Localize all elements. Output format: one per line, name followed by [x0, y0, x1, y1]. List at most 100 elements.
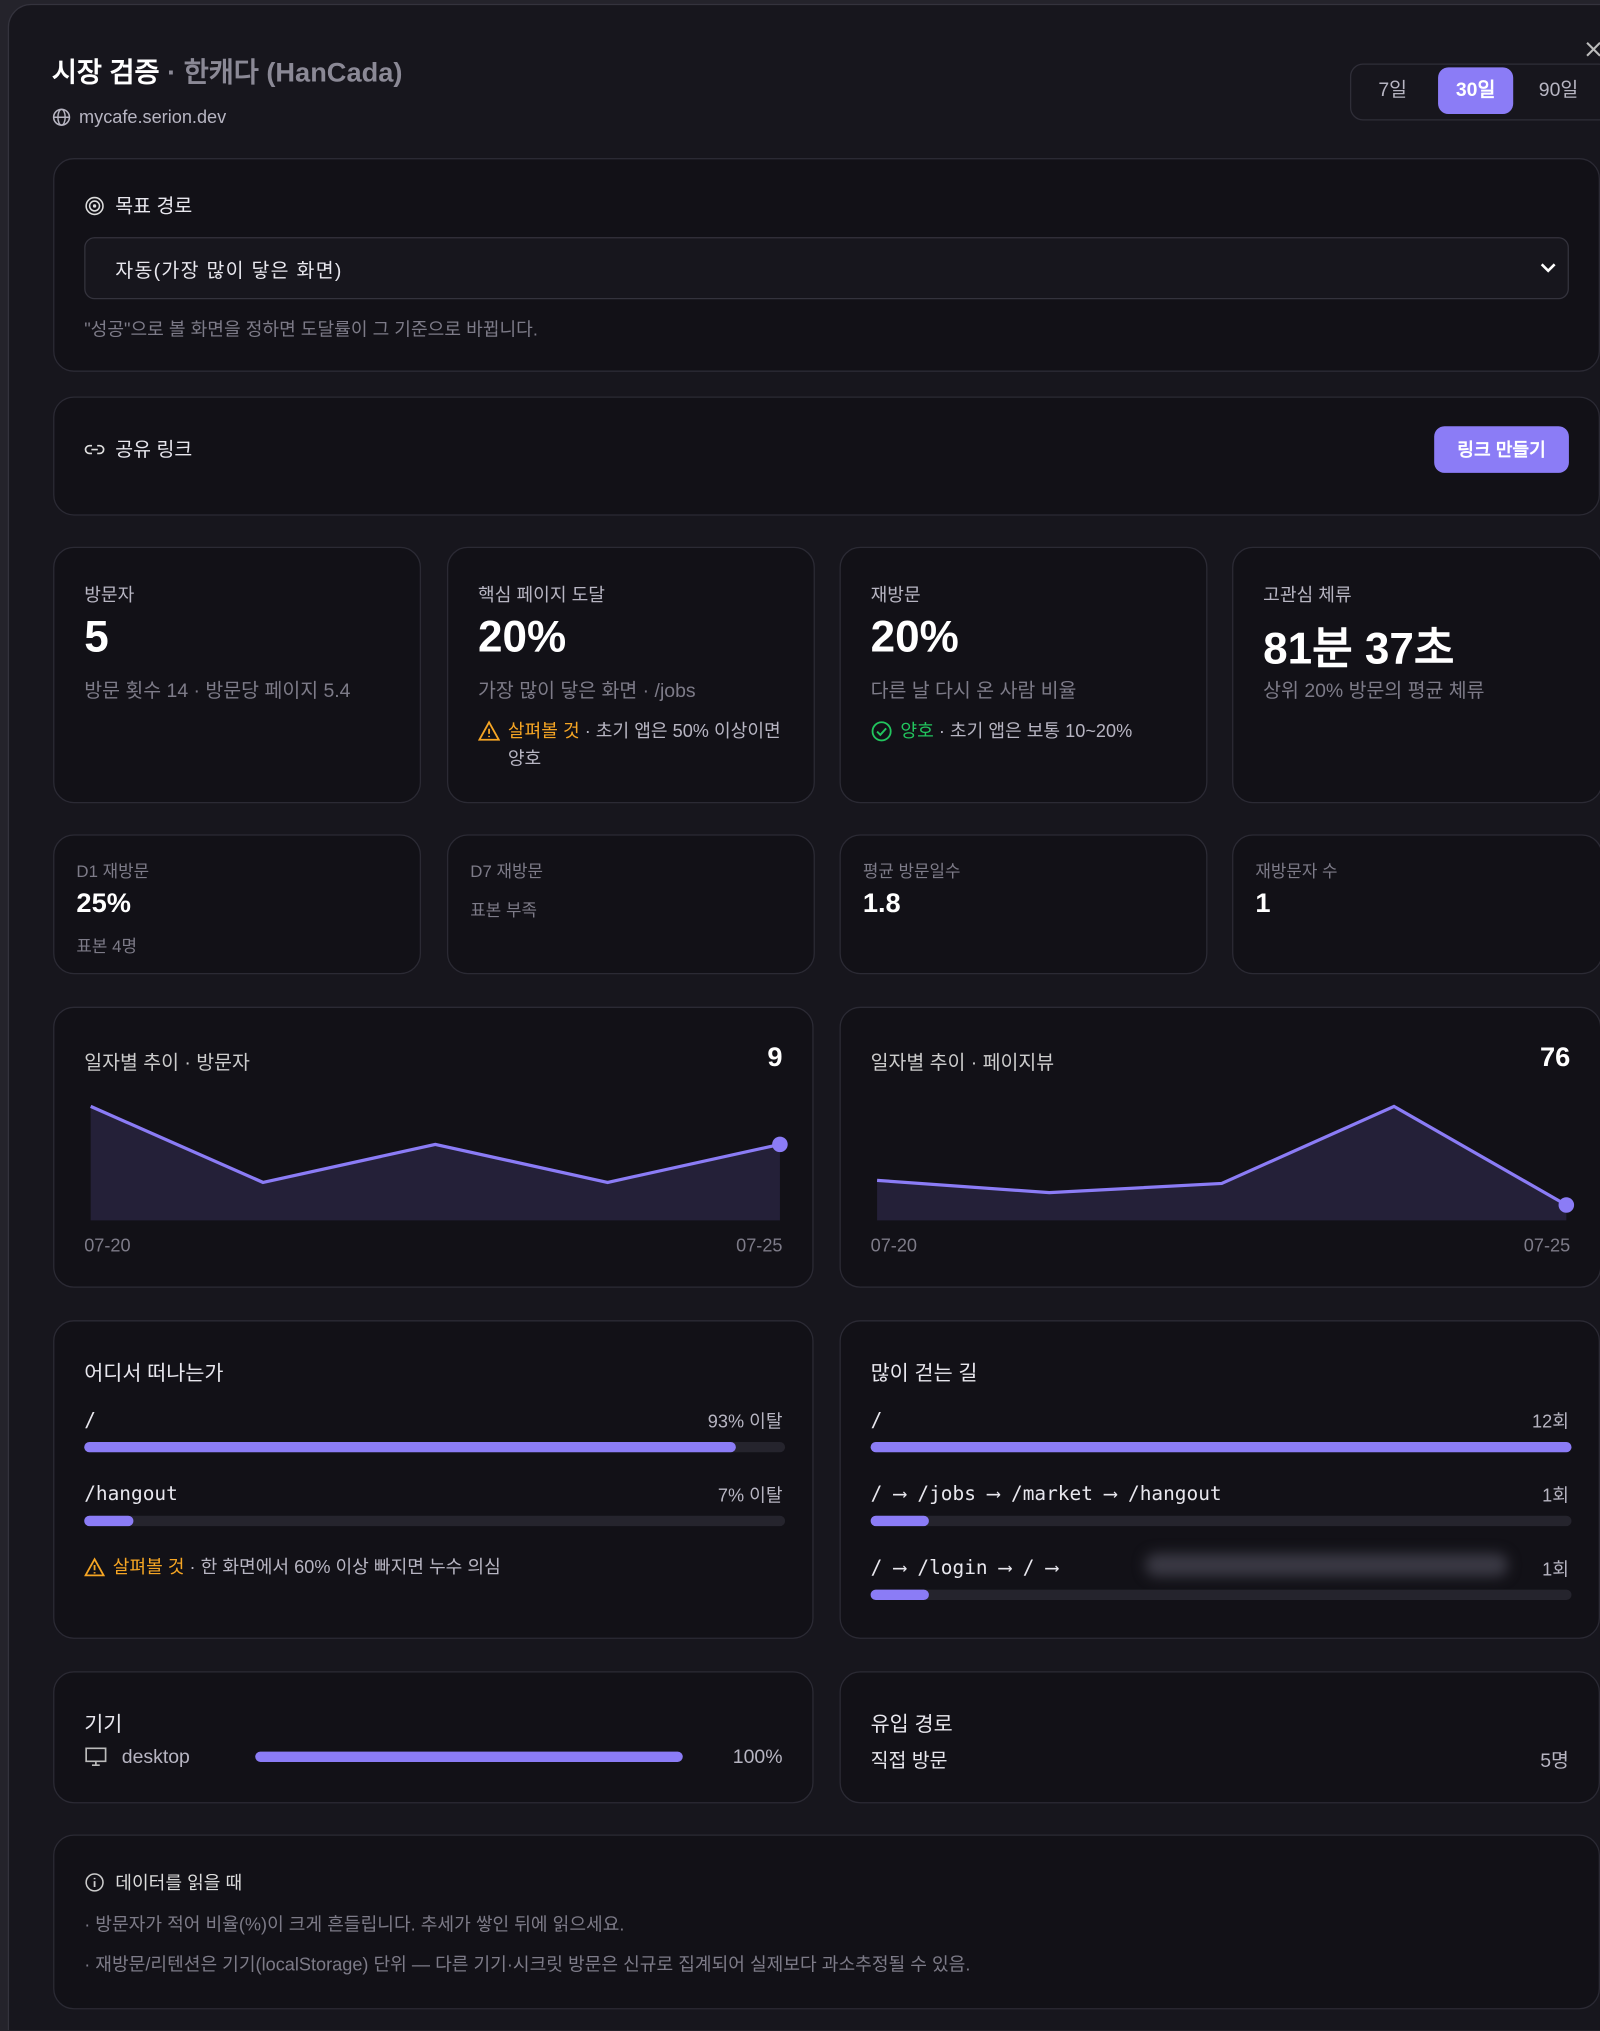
- row-value: 7% 이탈: [717, 1484, 783, 1506]
- bar: [84, 1515, 134, 1527]
- kpi-card: 재방문 20% 다른 날 다시 온 사람 비율 양호 · 초기 앱은 보통 10~20…: [839, 546, 1208, 804]
- info-icon: [85, 1873, 104, 1892]
- kpi-label: 재방문: [870, 584, 921, 606]
- devices-title: 기기: [84, 1714, 123, 1737]
- chevron: [1540, 263, 1556, 273]
- exits-card: 어디서 떠나는가 살펴볼 것 · 한 화면에서 60% 이상 빠지면 누수 의심…: [53, 1320, 814, 1639]
- link-icon: [84, 444, 105, 454]
- small-kpi-card: D1 재방문 25% 표본 4명: [53, 834, 422, 975]
- status: 양호: [900, 720, 934, 742]
- kpi-value: 1.8: [862, 888, 901, 919]
- row-label: /hangout: [84, 1482, 178, 1506]
- x-label: 07-25: [1523, 1234, 1571, 1256]
- kpi-status: 살펴볼 것 · 초기 앱은 50% 이상이면 양호: [478, 718, 786, 772]
- sparkline: [876, 1104, 1575, 1221]
- check-icon: [871, 721, 892, 742]
- range-button[interactable]: 30일: [1438, 67, 1514, 115]
- status-note: · 한 화면에서 60% 이상 빠지면 누수 의심: [184, 1555, 501, 1577]
- bar-track: [84, 1441, 786, 1453]
- status-note: · 초기 앱은 보통 10~20%: [933, 720, 1133, 742]
- kpi-label: 평균 방문일수: [862, 861, 961, 881]
- sparkline: [90, 1104, 788, 1221]
- status: 살펴볼 것: [507, 720, 580, 742]
- bar-track: [870, 1441, 1572, 1453]
- notes-card: 데이터를 읽을 때 · 방문자가 적어 비율(%)이 크게 흔들립니다. 추세가…: [53, 1834, 1600, 2010]
- range-button[interactable]: 7일: [1378, 79, 1408, 102]
- row-value: 93% 이탈: [707, 1410, 783, 1432]
- note-item: · 재방문/리텐션은 기기(localStorage) 단위 — 다른 기기·시…: [84, 1953, 971, 1975]
- sources-title: 유입 경로: [870, 1714, 953, 1737]
- bar: [255, 1751, 683, 1762]
- share-header: 공유 링크: [84, 435, 192, 462]
- row-value: 12회: [1532, 1410, 1569, 1432]
- kpi-label: 방문자: [84, 584, 135, 606]
- kpi-card: 방문자 5 방문 횟수 14 · 방문당 페이지 5.4: [53, 546, 422, 804]
- goal-header: 목표 경로: [84, 192, 192, 219]
- kpi-sub: 방문 횟수 14 · 방문당 페이지 5.4: [84, 680, 351, 703]
- bar-track: [84, 1515, 786, 1527]
- row-label: /: [84, 1408, 96, 1432]
- status: 살펴볼 것: [112, 1555, 185, 1577]
- close-button[interactable]: [1583, 39, 1600, 60]
- kpi-value: 20%: [870, 612, 959, 663]
- kpi-label: D7 재방문: [470, 861, 543, 881]
- source-name: 직접 방문: [870, 1750, 948, 1773]
- kpi-sub: 표본 4명: [76, 936, 137, 957]
- chart-headline: 76: [1539, 1042, 1571, 1073]
- status-note: · 초기 앱은 50% 이상이면 양호: [507, 720, 781, 769]
- small-kpi-card: 재방문자 수 1: [1232, 834, 1600, 975]
- chart-title: 일자별 추이 · 방문자: [84, 1051, 250, 1075]
- goal-select[interactable]: 자동(가장 많이 닿은 화면): [84, 237, 1569, 300]
- area: [877, 1106, 1567, 1221]
- share-title: 공유 링크: [115, 439, 193, 462]
- domain: mycafe.serion.dev: [52, 106, 226, 127]
- kpi-value: 1: [1255, 888, 1271, 919]
- bar: [870, 1589, 930, 1601]
- title: 시장 검증 · 한캐다 (HanCada): [52, 52, 403, 91]
- kpi-value: 5: [84, 612, 109, 663]
- warn-icon: [478, 720, 501, 741]
- domain-text: mycafe.serion.dev: [79, 106, 227, 127]
- range-button[interactable]: 90일: [1538, 79, 1579, 102]
- icon-shape: [85, 1747, 107, 1767]
- bar-track: [870, 1589, 1572, 1601]
- icon-shape: [871, 721, 892, 742]
- chart-title: 일자별 추이 · 페이지뷰: [870, 1051, 1055, 1075]
- goal-card: 목표 경로 자동(가장 많이 닿은 화면) "성공"으로 볼 화면을 정하면 도…: [53, 158, 1600, 372]
- x-label: 07-25: [736, 1234, 783, 1256]
- sources-card: 유입 경로 직접 방문 5명: [839, 1671, 1600, 1804]
- status-text: 살펴볼 것 · 초기 앱은 50% 이상이면 양호: [508, 718, 787, 772]
- row-value: 1회: [1542, 1484, 1569, 1506]
- paths-card: 많이 걷는 길 / 12회 / ⟶ /jobs ⟶ /market ⟶ /hango…: [839, 1320, 1600, 1639]
- kpi-label: 핵심 페이지 도달: [478, 584, 605, 606]
- bar: [84, 1441, 737, 1453]
- goal-select-text: 자동(가장 많이 닿은 화면): [115, 260, 343, 283]
- end-point: [1558, 1197, 1575, 1213]
- devices-card: 기기 desktop 100%: [53, 1671, 814, 1804]
- area: [90, 1106, 780, 1221]
- notes-header: 데이터를 읽을 때: [84, 1869, 242, 1895]
- status-text: 양호 · 초기 앱은 보통 10~20%: [900, 718, 1132, 745]
- share-card: 공유 링크 링크 만들기: [53, 396, 1600, 516]
- create-link-button[interactable]: 링크 만들기: [1434, 426, 1569, 473]
- kpi-card: 고관심 체류 81분 37초 상위 20% 방문의 평균 체류: [1232, 546, 1600, 804]
- warn-icon: [84, 1556, 105, 1576]
- kpi-card: 핵심 페이지 도달 20% 가장 많이 닿은 화면 · /jobs 살펴볼 것 · 초…: [446, 546, 815, 804]
- target-icon: [85, 196, 104, 215]
- paths-title: 많이 걷는 길: [870, 1362, 978, 1385]
- line: [876, 1104, 1568, 1207]
- icon-shape: [876, 727, 887, 737]
- row-label: / ⟶ /login ⟶ / ⟶: [870, 1555, 1058, 1580]
- kpi-label: 재방문자 수: [1255, 861, 1338, 881]
- monitor-icon: [85, 1747, 107, 1767]
- kpi-sub: 표본 부족: [470, 900, 537, 920]
- x-label: 07-20: [84, 1234, 131, 1256]
- range-toggle: [1349, 63, 1600, 121]
- device-share: 100%: [732, 1746, 783, 1769]
- bar: [870, 1515, 930, 1527]
- bar-track: [255, 1751, 683, 1762]
- x-label: 07-20: [870, 1234, 918, 1256]
- kpi-value: 20%: [478, 612, 567, 663]
